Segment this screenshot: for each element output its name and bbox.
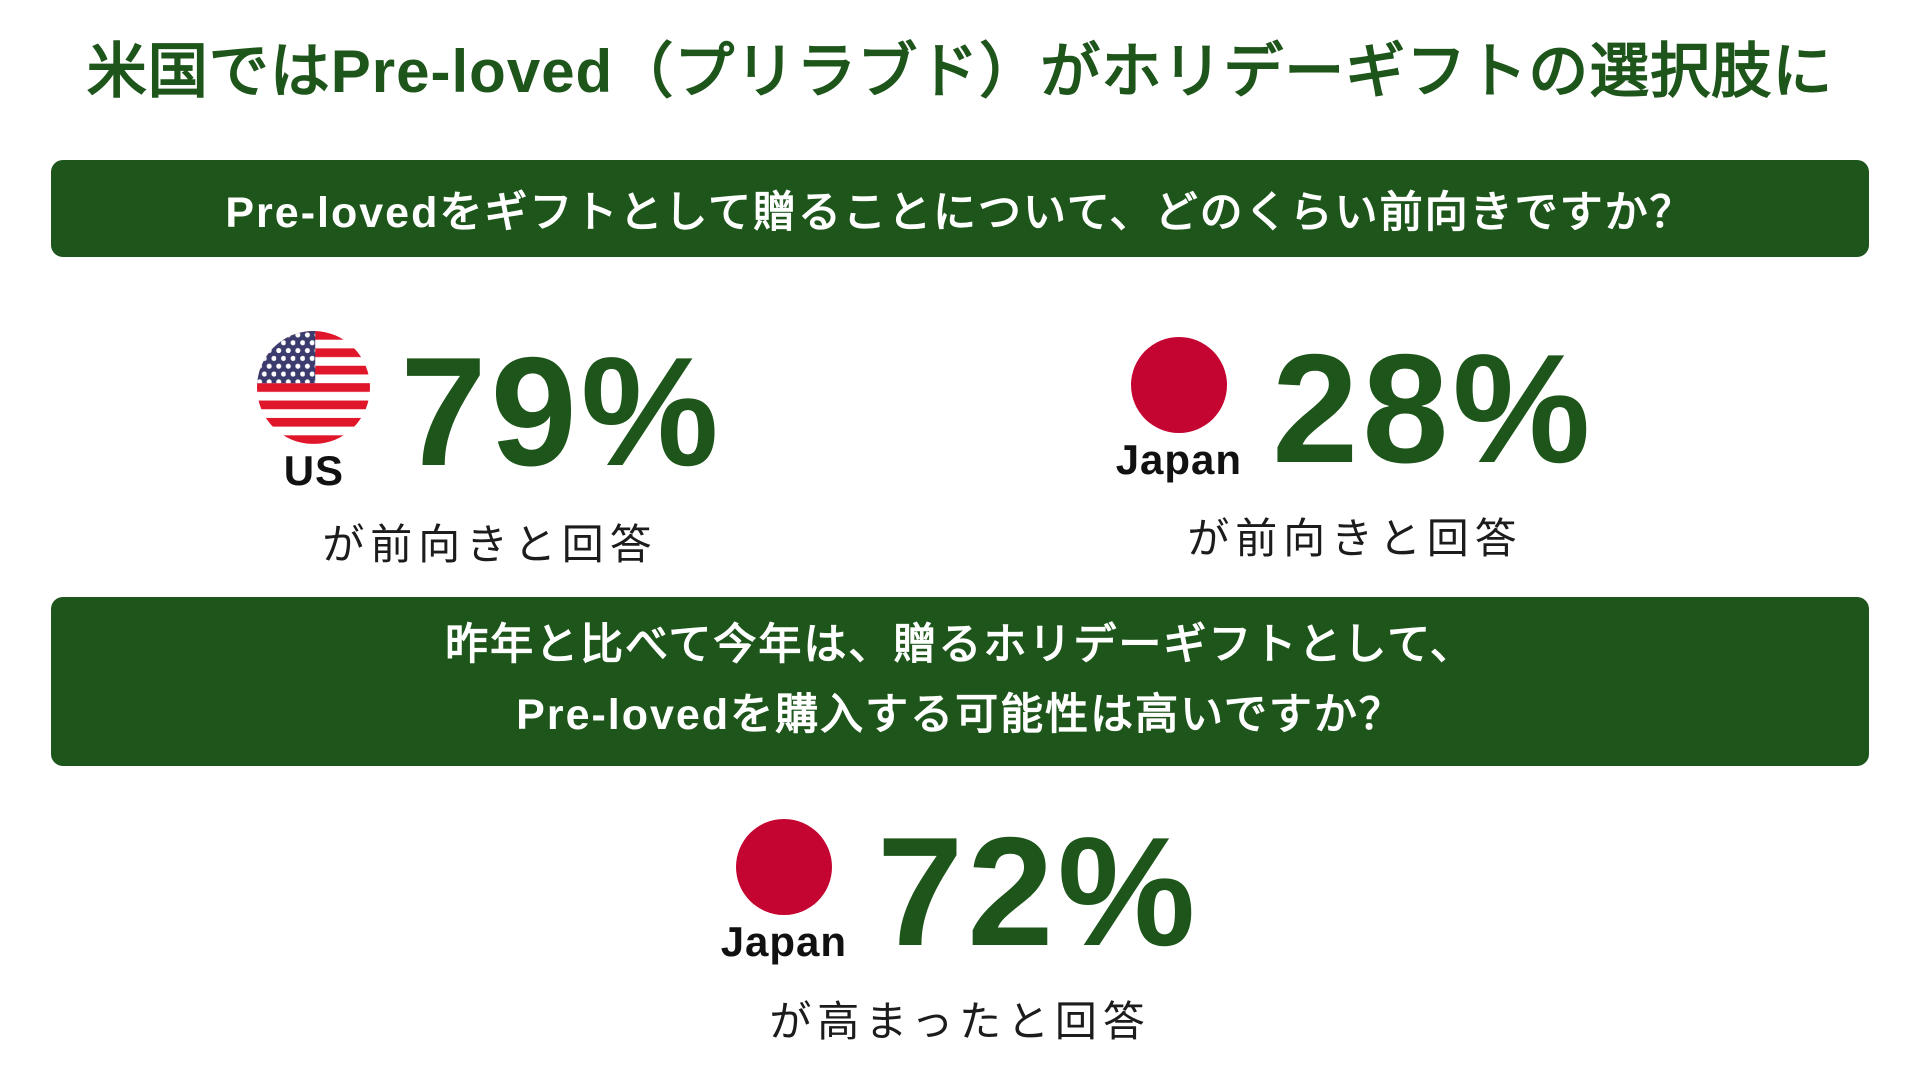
stat-japan-main: Japan 28% xyxy=(1116,331,1595,486)
stat-us-positive: US 79% が前向きと回答 xyxy=(185,331,795,573)
stat-japan-likelihood-main: Japan 72% xyxy=(721,814,1200,969)
page-title: 米国ではPre-loved（プリラブド）がホリデーギフトの選択肢に xyxy=(86,38,1834,105)
stats-row-1: US 79% が前向きと回答 Japan 28% が前向きと回答 xyxy=(0,331,1920,573)
us-flag-group: US xyxy=(257,331,371,494)
us-flag-icon xyxy=(257,331,371,444)
percent-japan-positive: 28% xyxy=(1272,322,1595,495)
stat-japan-likelihood: Japan 72% が高まったと回答 xyxy=(721,814,1200,1050)
country-label-japan-2: Japan xyxy=(720,918,848,966)
question-banner-2-line2: Pre-lovedを購入する可能性は高いですか？ xyxy=(516,691,1404,740)
question-banner-2-line1: 昨年と比べて今年は、贈るホリデーギフトとして、 xyxy=(445,621,1475,670)
caption-japan-positive: が前向きと回答 xyxy=(1187,515,1523,562)
japan-flag-group-2: Japan xyxy=(721,819,847,963)
stat-japan-positive: Japan 28% が前向きと回答 xyxy=(1050,331,1660,573)
japan-flag-icon xyxy=(735,819,832,916)
country-label-us: US xyxy=(283,447,345,494)
country-label-japan-1: Japan xyxy=(1115,435,1243,483)
percent-us-positive: 79% xyxy=(400,325,723,498)
caption-us-positive: が前向きと回答 xyxy=(322,521,658,568)
question-banner-1: Pre-lovedをギフトとして贈ることについて、どのくらい前向きですか？ xyxy=(51,160,1869,257)
question-banner-1-text: Pre-lovedをギフトとして贈ることについて、どのくらい前向きですか？ xyxy=(225,188,1695,237)
japan-flag-icon xyxy=(1130,336,1227,433)
japan-flag-group-1: Japan xyxy=(1115,336,1243,483)
percent-japan-likelihood: 72% xyxy=(877,804,1200,978)
question-banner-2: 昨年と比べて今年は、贈るホリデーギフトとして、 Pre-lovedを購入する可能… xyxy=(51,596,1869,766)
caption-japan-likelihood: が高まったと回答 xyxy=(769,997,1151,1045)
stats-row-2: Japan 72% が高まったと回答 xyxy=(0,814,1920,1050)
stat-us-main: US 79% xyxy=(257,331,722,492)
